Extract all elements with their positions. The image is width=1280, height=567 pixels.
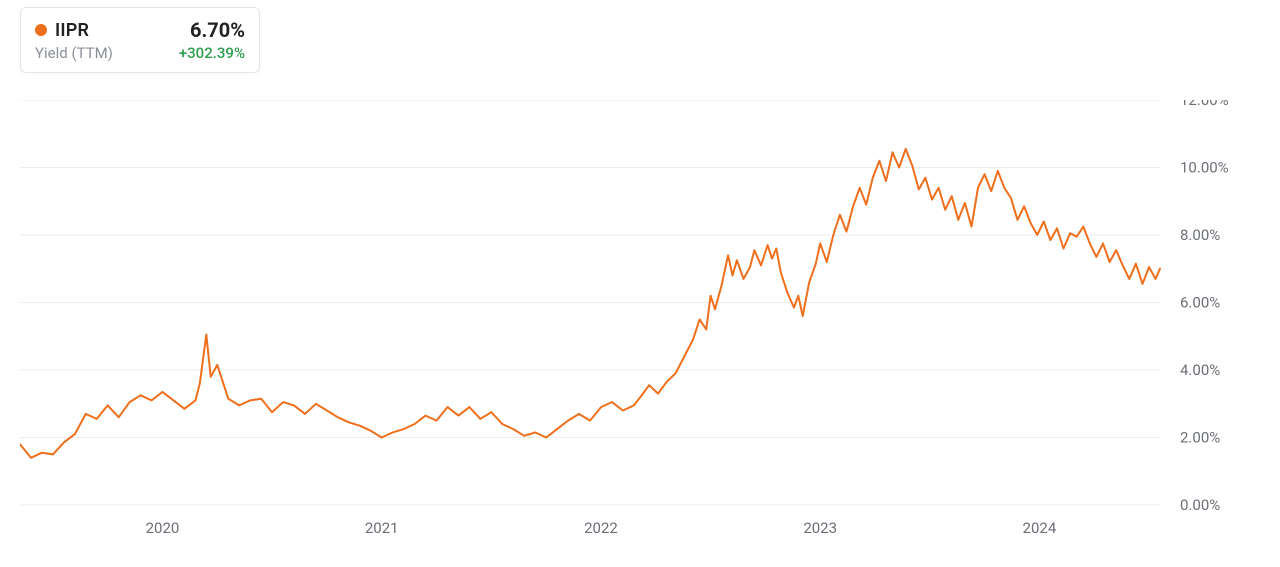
x-tick-label: 2022 xyxy=(584,519,618,537)
x-tick-label: 2024 xyxy=(1023,519,1057,537)
y-tick-label: 0.00% xyxy=(1180,496,1220,514)
change-value: +302.39% xyxy=(179,44,245,62)
legend-left: IIPR xyxy=(35,20,89,41)
y-tick-label: 10.00% xyxy=(1180,159,1229,177)
y-tick-label: 12.00% xyxy=(1180,100,1229,109)
y-tick-label: 8.00% xyxy=(1180,226,1220,244)
legend-row-sub: Yield (TTM) +302.39% xyxy=(35,44,245,62)
current-value: 6.70% xyxy=(190,18,245,42)
metric-label: Yield (TTM) xyxy=(35,44,113,62)
legend-row-main: IIPR 6.70% xyxy=(35,18,245,42)
x-tick-label: 2020 xyxy=(146,519,180,537)
x-tick-label: 2023 xyxy=(803,519,837,537)
series-line xyxy=(20,149,1160,458)
y-tick-label: 4.00% xyxy=(1180,361,1220,379)
yield-chart: 0.00% 2.00% 4.00% 6.00% 8.00% 10.00% 12.00% 202… xyxy=(20,100,1260,557)
y-tick-label: 6.00% xyxy=(1180,294,1220,312)
ticker-symbol: IIPR xyxy=(55,20,89,41)
x-tick-label: 2021 xyxy=(365,519,399,537)
chart-svg: 0.00% 2.00% 4.00% 6.00% 8.00% 10.00% 12.00% 202… xyxy=(20,100,1260,557)
y-tick-label: 2.00% xyxy=(1180,429,1220,447)
series-dot xyxy=(35,24,47,36)
legend-card: IIPR 6.70% Yield (TTM) +302.39% xyxy=(20,7,260,73)
